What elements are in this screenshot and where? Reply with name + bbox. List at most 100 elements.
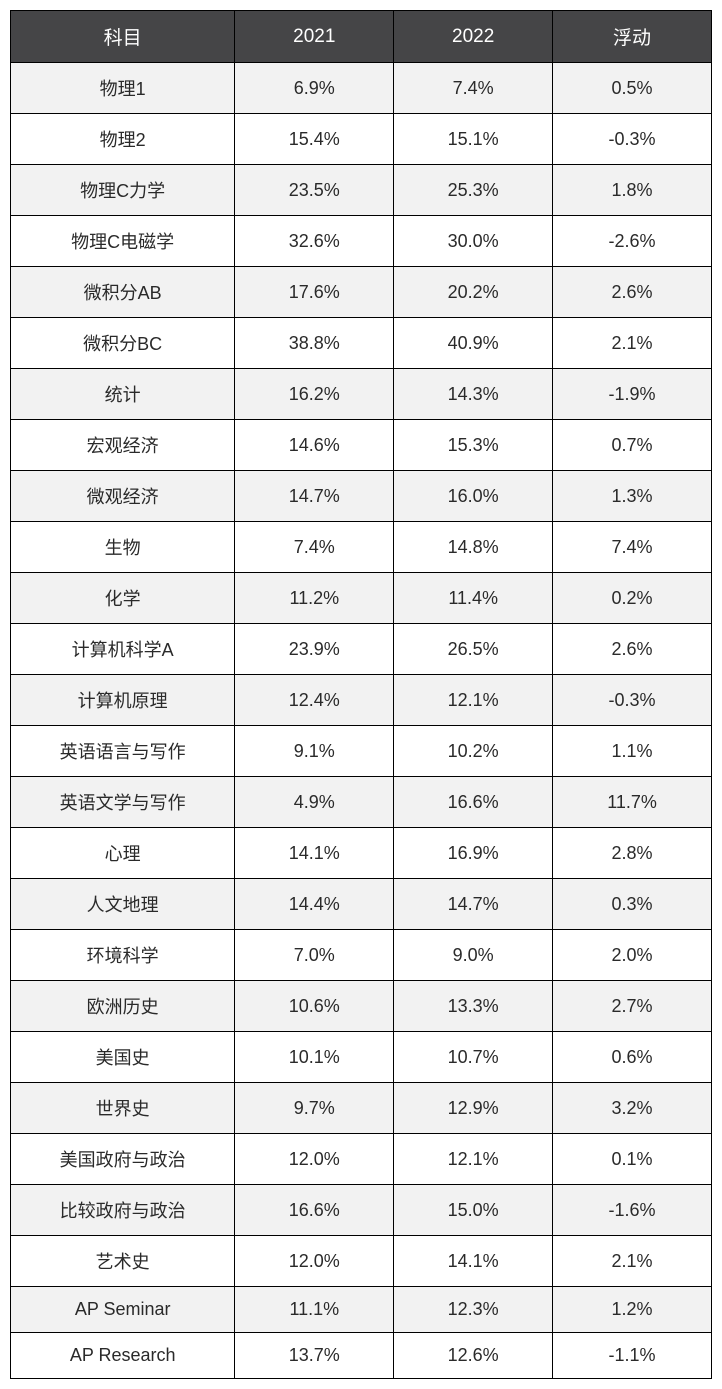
table-cell: 7.4% [553,522,712,573]
table-row: 世界史9.7%12.9%3.2% [11,1083,712,1134]
table-row: 统计16.2%14.3%-1.9% [11,369,712,420]
table-cell: 12.1% [394,1134,553,1185]
table-cell: 14.4% [235,879,394,930]
table-cell: 微积分AB [11,267,235,318]
table-cell: 微观经济 [11,471,235,522]
table-row: 微积分BC38.8%40.9%2.1% [11,318,712,369]
table-cell: 英语文学与写作 [11,777,235,828]
table-cell: 2.7% [553,981,712,1032]
table-row: 心理14.1%16.9%2.8% [11,828,712,879]
table-row: 英语语言与写作9.1%10.2%1.1% [11,726,712,777]
table-cell: 10.7% [394,1032,553,1083]
table-row: 微积分AB17.6%20.2%2.6% [11,267,712,318]
table-cell: 2.6% [553,624,712,675]
col-header-2022: 2022 [394,11,553,63]
table-cell: 14.1% [394,1236,553,1287]
table-cell: 11.1% [235,1287,394,1333]
table-cell: 生物 [11,522,235,573]
table-cell: 0.5% [553,63,712,114]
table-row: AP Seminar11.1%12.3%1.2% [11,1287,712,1333]
table-row: 美国史10.1%10.7%0.6% [11,1032,712,1083]
table-cell: 英语语言与写作 [11,726,235,777]
table-cell: 16.6% [394,777,553,828]
table-cell: 美国政府与政治 [11,1134,235,1185]
table-cell: 14.7% [235,471,394,522]
table-cell: 计算机科学A [11,624,235,675]
table-cell: 15.0% [394,1185,553,1236]
table-cell: 0.7% [553,420,712,471]
table-row: 物理215.4%15.1%-0.3% [11,114,712,165]
table-cell: 7.4% [394,63,553,114]
table-cell: 20.2% [394,267,553,318]
table-cell: 10.6% [235,981,394,1032]
table-cell: 16.2% [235,369,394,420]
table-cell: 3.2% [553,1083,712,1134]
table-cell: -2.6% [553,216,712,267]
table-body: 物理16.9%7.4%0.5%物理215.4%15.1%-0.3%物理C力学23… [11,63,712,1379]
table-row: 化学11.2%11.4%0.2% [11,573,712,624]
table-cell: 12.1% [394,675,553,726]
table-cell: 宏观经济 [11,420,235,471]
table-cell: 1.1% [553,726,712,777]
table-cell: 12.0% [235,1134,394,1185]
table-cell: 物理C电磁学 [11,216,235,267]
table-cell: 计算机原理 [11,675,235,726]
table-cell: 26.5% [394,624,553,675]
table-cell: AP Research [11,1333,235,1379]
col-header-2021: 2021 [235,11,394,63]
table-cell: 11.2% [235,573,394,624]
table-cell: 4.9% [235,777,394,828]
table-cell: 6.9% [235,63,394,114]
table-row: 艺术史12.0%14.1%2.1% [11,1236,712,1287]
table-cell: 1.2% [553,1287,712,1333]
table-cell: -0.3% [553,114,712,165]
table-row: 物理C力学23.5%25.3%1.8% [11,165,712,216]
table-cell: 16.6% [235,1185,394,1236]
table-cell: 10.2% [394,726,553,777]
table-cell: 化学 [11,573,235,624]
table-cell: 16.0% [394,471,553,522]
table-cell: 14.8% [394,522,553,573]
table-cell: 14.3% [394,369,553,420]
table-cell: 16.9% [394,828,553,879]
table-cell: 1.3% [553,471,712,522]
table-cell: 世界史 [11,1083,235,1134]
table-cell: 0.2% [553,573,712,624]
table-cell: 15.3% [394,420,553,471]
table-cell: 欧洲历史 [11,981,235,1032]
table-cell: AP Seminar [11,1287,235,1333]
table-cell: 2.1% [553,1236,712,1287]
table-cell: 2.1% [553,318,712,369]
table-cell: 11.7% [553,777,712,828]
table-cell: 12.4% [235,675,394,726]
table-cell: 微积分BC [11,318,235,369]
table-cell: 比较政府与政治 [11,1185,235,1236]
table-cell: 1.8% [553,165,712,216]
table-row: 宏观经济14.6%15.3%0.7% [11,420,712,471]
table-row: 环境科学7.0%9.0%2.0% [11,930,712,981]
table-cell: 12.0% [235,1236,394,1287]
table-cell: 11.4% [394,573,553,624]
table-cell: 14.7% [394,879,553,930]
col-header-subject: 科目 [11,11,235,63]
table-cell: -0.3% [553,675,712,726]
table-row: 物理16.9%7.4%0.5% [11,63,712,114]
table-row: AP Research13.7%12.6%-1.1% [11,1333,712,1379]
table-cell: 17.6% [235,267,394,318]
table-cell: 23.5% [235,165,394,216]
table-row: 欧洲历史10.6%13.3%2.7% [11,981,712,1032]
table-cell: 30.0% [394,216,553,267]
table-cell: 13.3% [394,981,553,1032]
table-cell: 13.7% [235,1333,394,1379]
table-cell: 15.4% [235,114,394,165]
table-cell: 25.3% [394,165,553,216]
data-table: 科目 2021 2022 浮动 物理16.9%7.4%0.5%物理215.4%1… [10,10,712,1379]
table-cell: 15.1% [394,114,553,165]
table-cell: 0.1% [553,1134,712,1185]
header-row: 科目 2021 2022 浮动 [11,11,712,63]
table-row: 比较政府与政治16.6%15.0%-1.6% [11,1185,712,1236]
table-cell: 物理2 [11,114,235,165]
table-cell: 7.0% [235,930,394,981]
table-row: 计算机科学A23.9%26.5%2.6% [11,624,712,675]
table-cell: 统计 [11,369,235,420]
